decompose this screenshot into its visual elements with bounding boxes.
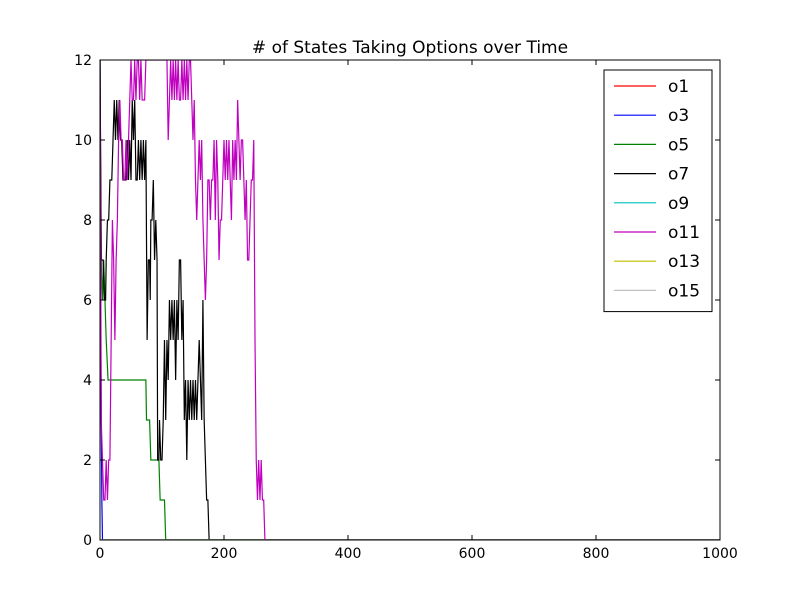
x-tick-label: 200 [211, 546, 238, 562]
legend-label-o15: o15 [668, 281, 700, 301]
x-tick-label: 800 [583, 546, 610, 562]
axis-ticks: 0 200 400 600 800 1000 0 2 4 6 8 10 12 [74, 53, 738, 562]
y-tick-label: 2 [83, 453, 92, 469]
x-tick-label: 0 [96, 546, 105, 562]
y-tick-label: 10 [74, 133, 92, 149]
y-tick-label: 6 [83, 293, 92, 309]
x-tick-label: 600 [459, 546, 486, 562]
y-tick-label: 12 [74, 53, 92, 69]
y-tick-label: 8 [83, 213, 92, 229]
legend: o1 o3 o5 o7 o9 o11 o13 o15 [603, 69, 713, 313]
legend-label-o1: o1 [668, 77, 689, 97]
chart-title: # of States Taking Options over Time [252, 38, 568, 58]
series-line-o5 [100, 60, 720, 540]
legend-box [603, 69, 713, 313]
legend-label-o5: o5 [668, 135, 689, 155]
y-tick-label: 0 [83, 533, 92, 549]
legend-label-o7: o7 [668, 165, 689, 185]
series-line-o11 [100, 60, 720, 540]
legend-label-o3: o3 [668, 106, 689, 126]
x-tick-label: 1000 [702, 546, 738, 562]
legend-label-o11: o11 [668, 223, 700, 243]
legend-label-o9: o9 [668, 194, 689, 214]
y-tick-label: 4 [83, 373, 92, 389]
legend-label-o13: o13 [668, 252, 700, 272]
x-tick-label: 400 [335, 546, 362, 562]
